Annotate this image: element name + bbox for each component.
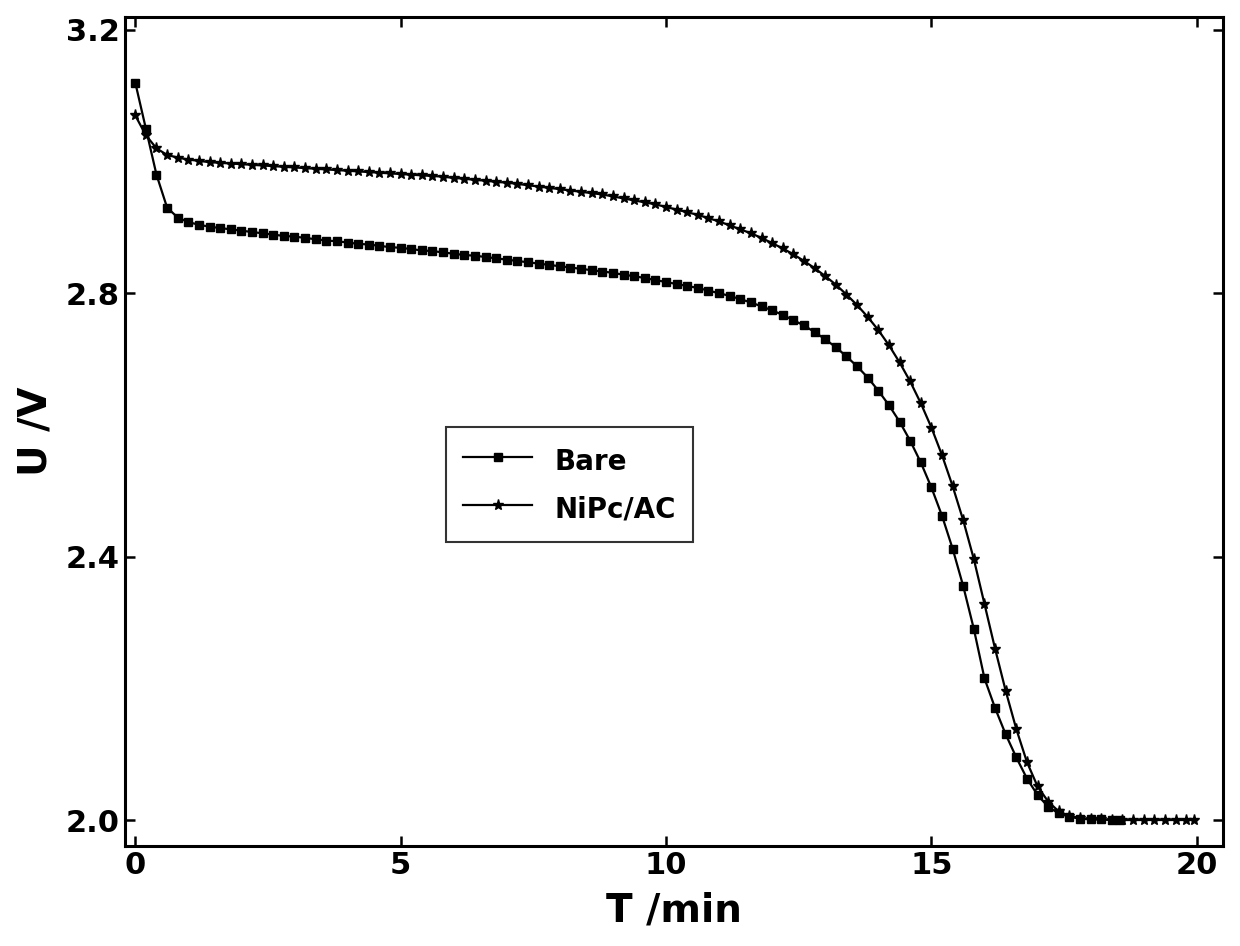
X-axis label: T /min: T /min	[606, 891, 742, 929]
Legend: Bare, NiPc/AC: Bare, NiPc/AC	[446, 427, 693, 542]
Bare	[383, 241, 398, 253]
Bare	[128, 77, 143, 88]
NiPc/AC	[1105, 815, 1120, 826]
NiPc/AC	[924, 422, 939, 433]
Bare	[722, 290, 737, 302]
Bare	[870, 385, 885, 396]
Bare	[510, 255, 525, 267]
Bare	[1105, 815, 1120, 826]
NiPc/AC	[616, 193, 631, 204]
Bare	[298, 232, 312, 243]
Y-axis label: U /V: U /V	[16, 387, 55, 476]
NiPc/AC	[870, 324, 885, 336]
Line: NiPc/AC: NiPc/AC	[130, 110, 1199, 826]
Bare	[1112, 815, 1127, 826]
NiPc/AC	[393, 168, 408, 180]
Bare	[542, 259, 557, 271]
NiPc/AC	[765, 237, 780, 249]
NiPc/AC	[202, 156, 217, 167]
NiPc/AC	[1187, 815, 1202, 826]
Line: Bare: Bare	[131, 79, 1123, 824]
NiPc/AC	[128, 110, 143, 121]
